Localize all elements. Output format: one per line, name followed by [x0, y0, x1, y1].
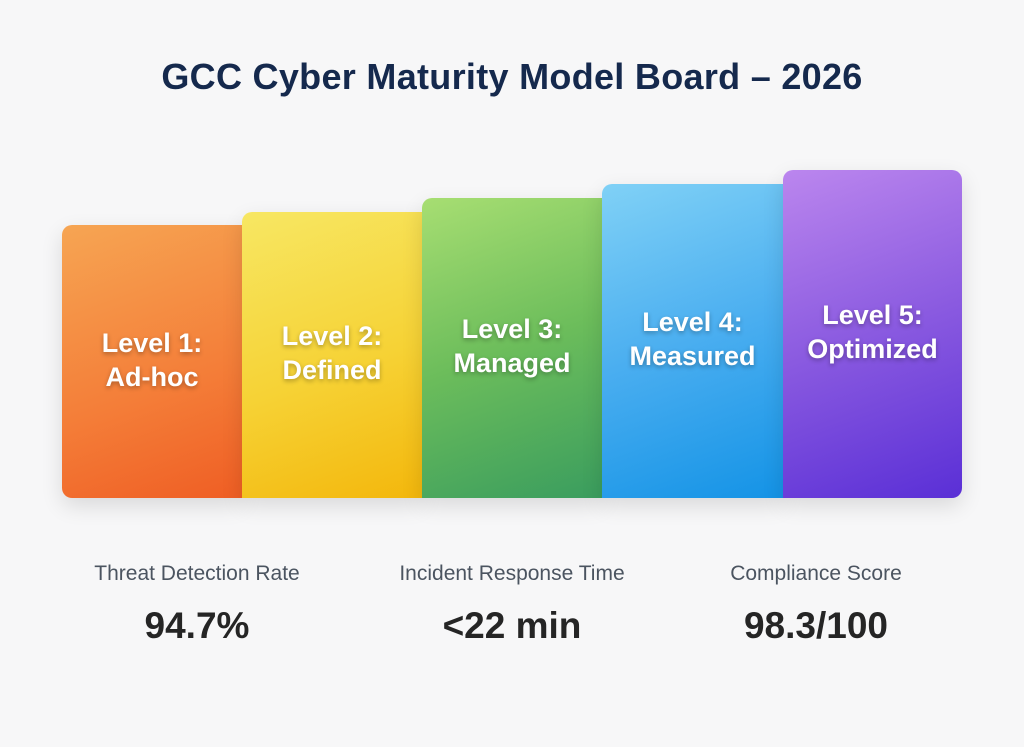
- metric-threat-detection: Threat Detection Rate 94.7%: [37, 560, 357, 647]
- level-3-card: Level 3: Managed: [422, 198, 602, 498]
- metric-value: <22 min: [442, 605, 582, 646]
- metric-compliance-score: Compliance Score 98.3/100: [656, 560, 976, 647]
- level-2-card: Level 2: Defined: [242, 212, 422, 498]
- metric-label: Threat Detection Rate: [94, 562, 300, 585]
- level-5-card: Level 5: Optimized: [783, 170, 962, 498]
- metric-value: 98.3/100: [743, 605, 889, 646]
- level-1-label: Level 1: Ad-hoc: [101, 327, 203, 392]
- metric-label: Compliance Score: [730, 562, 902, 585]
- page-title: GCC Cyber Maturity Model Board – 2026: [161, 56, 863, 97]
- metric-value: 94.7%: [144, 605, 250, 646]
- level-3-label: Level 3: Managed: [453, 314, 571, 378]
- metric-incident-response: Incident Response Time <22 min: [352, 560, 672, 647]
- level-1-card: Level 1: Ad-hoc: [62, 225, 242, 498]
- level-4-label: Level 4: Measured: [629, 307, 756, 371]
- metric-label: Incident Response Time: [399, 562, 625, 585]
- level-4-card: Level 4: Measured: [602, 184, 783, 498]
- level-2-label: Level 2: Defined: [281, 321, 383, 385]
- level-5-label: Level 5: Optimized: [807, 300, 938, 364]
